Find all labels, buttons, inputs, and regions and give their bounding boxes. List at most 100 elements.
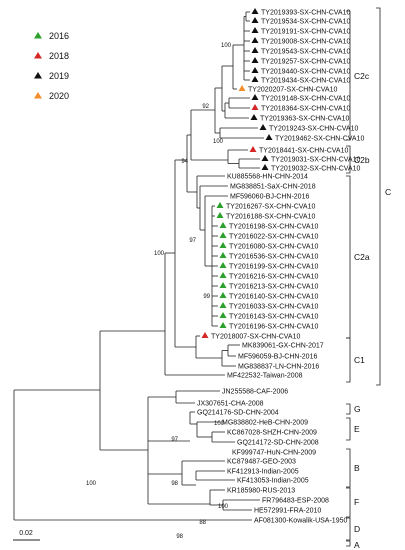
year-marker-2016 bbox=[216, 212, 224, 218]
bootstrap-value: 100 bbox=[218, 504, 229, 510]
taxon-label: TY2016080-SX-CHN-CVA10 bbox=[229, 244, 318, 251]
taxon-label: TY2019148-SX-CHN-CVA10 bbox=[261, 96, 350, 103]
taxon-label: KC879487-GEO-2003 bbox=[227, 459, 296, 466]
taxon-labels: TY2019393-SX-CHN-CVA10 TY2019534-SX-CHN-C… bbox=[197, 8, 364, 525]
bootstrap-value: 97 bbox=[189, 238, 196, 244]
bracket-d bbox=[346, 517, 351, 541]
taxon-label: TY2019008-SX-CHN-CVA10 bbox=[261, 39, 350, 46]
bootstrap-value: 97 bbox=[171, 437, 178, 443]
taxon-label: MG838802-HeB-CHN-2009 bbox=[222, 420, 308, 427]
year-marker-2019 bbox=[251, 94, 259, 100]
taxon-label: TY2019031-SX-CHN-CVA10 bbox=[271, 157, 360, 164]
taxon-label: TY2019462-SX-CHN-CVA10 bbox=[275, 136, 364, 143]
clade-label-d: D bbox=[354, 524, 360, 534]
taxon-label: GQ214176-SD-CHN-2004 bbox=[197, 410, 279, 417]
bracket-g bbox=[346, 403, 351, 415]
clade-label-c1: C1 bbox=[354, 355, 365, 365]
taxon-label: TY2019534-SX-CHN-CVA10 bbox=[261, 19, 350, 26]
legend-marker-2020 bbox=[34, 92, 42, 99]
legend-label-2019: 2019 bbox=[49, 71, 69, 81]
bracket-b bbox=[346, 448, 351, 488]
year-marker-2016 bbox=[219, 232, 227, 238]
bootstrap-value: 100 bbox=[221, 43, 232, 49]
taxon-label: TY2018441-SX-CHN-CVA10 bbox=[259, 148, 348, 155]
taxon-label: TY2016140-SX-CHN-CVA10 bbox=[229, 294, 318, 301]
taxon-label: KR185980-RUS-2013 bbox=[227, 488, 295, 495]
taxon-label: GQ214172-SD-CHN-2008 bbox=[237, 440, 319, 447]
taxon-label: TY2019191-SX-CHN-CVA10 bbox=[261, 29, 350, 36]
year-marker-2020 bbox=[238, 85, 246, 91]
year-marker-2019 bbox=[265, 134, 273, 140]
legend-label-2016: 2016 bbox=[49, 31, 69, 41]
taxon-label: TY2019243-SX-CHN-CVA10 bbox=[269, 126, 358, 133]
taxon-label: TY2016213-SX-CHN-CVA10 bbox=[229, 284, 318, 291]
bracket-f bbox=[346, 487, 351, 518]
taxon-label: KF999747-HuN-CHN-2009 bbox=[232, 450, 316, 457]
legend: 2016 2018 2019 2020 bbox=[34, 31, 69, 101]
year-marker-2016 bbox=[219, 272, 227, 278]
taxon-label: KF412913-Indian-2005 bbox=[227, 469, 299, 476]
bootstrap-value: 100 bbox=[214, 421, 225, 427]
clade-label-c2c: C2c bbox=[354, 71, 370, 81]
year-marker-2016 bbox=[219, 322, 227, 328]
taxon-label: MG838851-SaX-CHN-2018 bbox=[230, 184, 316, 191]
year-marker-2018 bbox=[251, 104, 259, 110]
bracket-c2b bbox=[346, 145, 351, 174]
year-marker-2016 bbox=[219, 222, 227, 228]
taxon-label: TY2019440-SX-CHN-CVA10 bbox=[261, 69, 350, 76]
taxon-label: KU885568-HN-CHN-2014 bbox=[227, 174, 308, 181]
taxon-label: TY2016022-SX-CHN-CVA10 bbox=[229, 234, 318, 241]
clade-label-e: E bbox=[354, 424, 360, 434]
year-marker-2019 bbox=[251, 17, 259, 23]
year-marker-2019 bbox=[261, 164, 269, 170]
clade-label-c2b: C2b bbox=[354, 155, 370, 165]
year-marker-2018 bbox=[201, 332, 209, 338]
taxon-label: KF413053-Indian-2005 bbox=[237, 478, 309, 485]
taxon-label: TY2016536-SX-CHN-CVA10 bbox=[229, 254, 318, 261]
taxon-label: TY2016267-SX-CHN-CVA10 bbox=[226, 204, 315, 211]
year-marker-2016 bbox=[219, 242, 227, 248]
clade-label-g: G bbox=[354, 404, 361, 414]
bracket-e bbox=[346, 417, 351, 441]
taxon-label: AF081300-Kowalik-USA-1950 bbox=[254, 518, 347, 525]
year-marker-2019 bbox=[251, 37, 259, 43]
taxon-label: TY2019543-SX-CHN-CVA10 bbox=[261, 49, 350, 56]
year-marker-2016 bbox=[219, 302, 227, 308]
taxon-label: HE572991-FRA-2010 bbox=[254, 508, 321, 515]
year-marker-2019 bbox=[251, 27, 259, 33]
year-marker-2016 bbox=[216, 202, 224, 208]
taxon-label: TY2019393-SX-CHN-CVA10 bbox=[261, 10, 350, 17]
clade-brackets: C2c C2b C2a C1 C G E B F D A bbox=[346, 7, 391, 550]
year-marker-2016 bbox=[219, 292, 227, 298]
year-marker-2016 bbox=[219, 312, 227, 318]
scale-bar-label: 0.02 bbox=[19, 530, 33, 537]
taxon-label: MF596060-BJ-CHN-2016 bbox=[230, 194, 309, 201]
taxon-label: TY2019434-SX-CHN-CVA10 bbox=[261, 78, 350, 85]
year-marker-2019 bbox=[251, 76, 259, 82]
bracket-a bbox=[346, 540, 351, 547]
bootstrap-value: 98 bbox=[176, 534, 183, 540]
taxon-label: JX307651-CHA-2008 bbox=[197, 401, 264, 408]
taxon-label: KC867028-SHZH-CHN-2009 bbox=[227, 430, 317, 437]
tree-branches bbox=[13, 11, 264, 521]
taxon-label: MK839061-GX-CHN-2017 bbox=[242, 343, 324, 350]
year-marker-2016 bbox=[219, 282, 227, 288]
bootstrap-value: 99 bbox=[203, 294, 210, 300]
taxon-label: TY2016196-SX-CHN-CVA10 bbox=[229, 324, 318, 331]
year-marker-2019 bbox=[251, 47, 259, 53]
legend-label-2020: 2020 bbox=[49, 91, 69, 101]
bootstrap-value: 100 bbox=[86, 481, 97, 487]
taxon-label: TY2020207-SX-CHN-CVA10 bbox=[248, 87, 337, 94]
bootstrap-value: 88 bbox=[199, 520, 206, 526]
taxon-label: FR796483-ESP-2008 bbox=[262, 498, 329, 505]
year-marker-2016 bbox=[219, 262, 227, 268]
year-marker-2019 bbox=[250, 114, 258, 120]
bootstrap-value: 94 bbox=[181, 159, 188, 165]
taxon-label: TY2019032-SX-CHN-CVA10 bbox=[271, 166, 360, 173]
scale-bar: 0.02 bbox=[13, 530, 40, 541]
year-marker-2019 bbox=[259, 124, 267, 130]
bootstrap-value: 98 bbox=[171, 481, 178, 487]
taxon-label: MF596059-BJ-CHN-2016 bbox=[238, 354, 317, 361]
year-marker-2019 bbox=[251, 8, 259, 14]
